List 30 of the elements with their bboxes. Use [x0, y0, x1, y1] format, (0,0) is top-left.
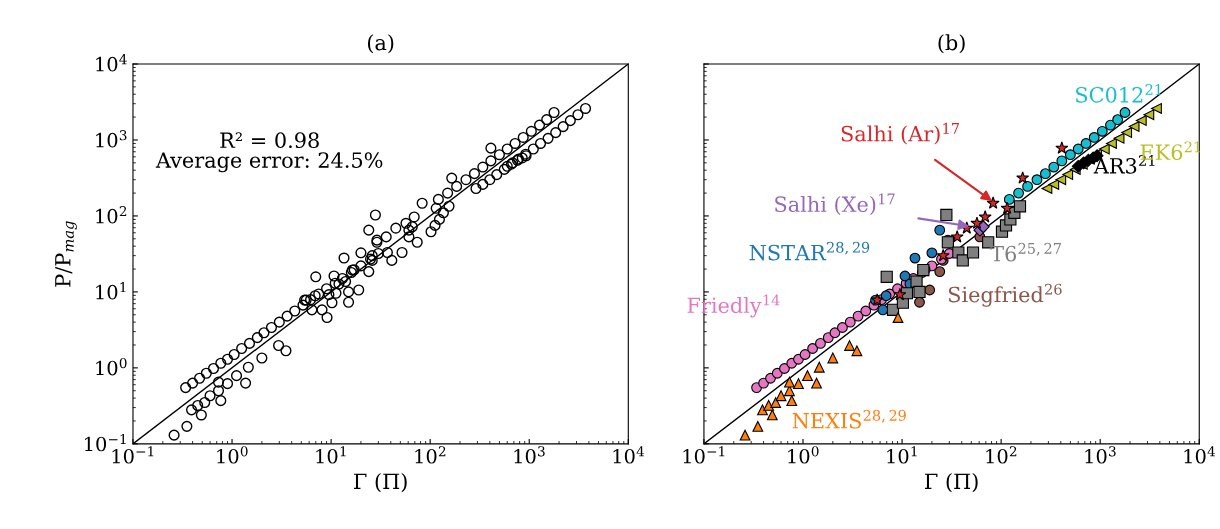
chart-title: (b) — [938, 34, 965, 54]
y-tick-label: 10$^{4}$ — [96, 54, 127, 72]
x-tick-label: 10$^{4}$ — [613, 446, 645, 464]
x-tick-label: 10$^{3}$ — [514, 446, 545, 464]
y-tick-label: 10$^{3}$ — [96, 130, 127, 148]
x-tick-label: 10$^{0}$ — [217, 446, 248, 464]
x-tick-label: 10$^{1}$ — [887, 446, 917, 464]
series-label: Siegfried$^{26}$ — [948, 283, 1062, 307]
x-tick-label: 10$^{1}$ — [316, 446, 346, 464]
series-label: T6$^{25,27}$ — [990, 242, 1061, 262]
y-axis-title: P/P$_{mag}$ — [55, 221, 77, 287]
y-tick-label: 10$^{0}$ — [96, 357, 127, 376]
x-tick-label: 10$^{2}$ — [415, 446, 446, 464]
annotation: Average error: 24.5% — [155, 152, 383, 173]
text: Salhi (Ar)$^{17}$ — [841, 122, 960, 145]
y-tick-label: 10$^{1}$ — [96, 281, 126, 300]
y-tick-label: 10$^{2}$ — [96, 206, 127, 224]
text: Salhi (Xe)$^{17}$ — [775, 193, 895, 216]
x-tick-label: 10$^{−1}$ — [683, 446, 725, 464]
series-label: NSTAR$^{28,29}$ — [749, 241, 870, 261]
x-tick-label: 10$^{4}$ — [1184, 446, 1216, 464]
x-tick-label: 10$^{2}$ — [986, 446, 1017, 464]
x-tick-label: 10$^{0}$ — [788, 446, 819, 464]
x-axis-title: Γ (Π) — [925, 473, 978, 493]
x-axis-title: Γ (Π) — [354, 473, 407, 493]
chart-title: (a) — [367, 34, 394, 54]
annotation: R² = 0.98 — [220, 132, 319, 149]
series-label: SC012$^{21}$ — [1076, 84, 1162, 103]
series-label: NEXIS$^{28,29}$ — [792, 409, 906, 429]
x-tick-label: 10$^{3}$ — [1085, 446, 1116, 464]
